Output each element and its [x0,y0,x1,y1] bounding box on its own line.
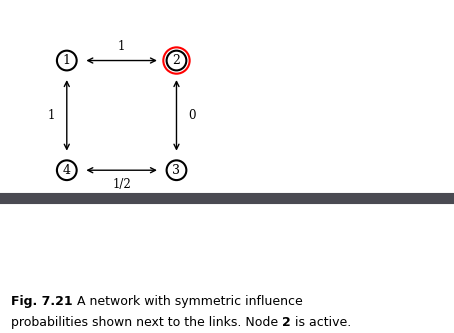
Text: 1: 1 [118,40,125,53]
FancyArrowPatch shape [174,82,179,149]
Text: probabilities shown next to the links. Node: probabilities shown next to the links. N… [11,316,282,329]
FancyArrowPatch shape [88,168,155,173]
Text: is active.: is active. [291,316,351,329]
FancyArrowPatch shape [64,82,69,149]
Text: 2: 2 [173,54,180,67]
Text: 2: 2 [282,316,291,329]
Circle shape [57,51,77,70]
Circle shape [167,161,186,180]
FancyArrowPatch shape [88,58,155,63]
Text: 3: 3 [173,164,181,177]
Text: 4: 4 [63,164,71,177]
Text: 1/2: 1/2 [112,178,131,191]
Text: 1: 1 [48,109,55,122]
Circle shape [167,51,186,70]
Text: A network with symmetric influence: A network with symmetric influence [73,294,303,308]
Text: Fig. 7.21: Fig. 7.21 [11,294,73,308]
Text: 1: 1 [63,54,71,67]
Circle shape [57,161,77,180]
Text: 0: 0 [188,109,196,122]
